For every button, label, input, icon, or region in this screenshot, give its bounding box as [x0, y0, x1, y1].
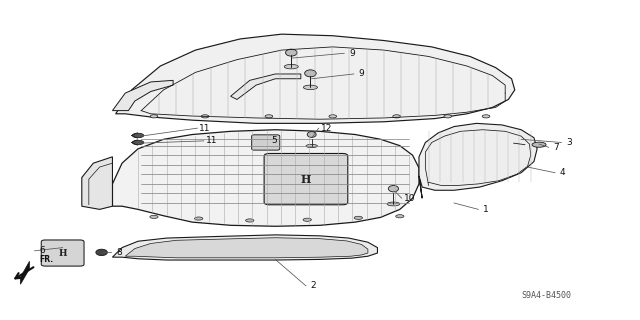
Ellipse shape: [150, 115, 158, 118]
Ellipse shape: [388, 186, 399, 192]
Text: 3: 3: [566, 138, 572, 147]
Text: 6: 6: [39, 246, 45, 255]
Ellipse shape: [195, 217, 203, 220]
Text: 4: 4: [560, 168, 566, 177]
Ellipse shape: [396, 215, 404, 218]
Ellipse shape: [303, 218, 312, 221]
Text: 7: 7: [554, 143, 559, 152]
Text: FR.: FR.: [39, 255, 53, 264]
FancyBboxPatch shape: [41, 240, 84, 266]
Polygon shape: [20, 261, 29, 284]
Ellipse shape: [444, 115, 452, 118]
Text: 8: 8: [116, 248, 122, 257]
FancyBboxPatch shape: [252, 135, 280, 150]
Text: 11: 11: [205, 136, 217, 145]
Polygon shape: [230, 74, 301, 100]
Text: S9A4-B4500: S9A4-B4500: [522, 291, 572, 300]
Ellipse shape: [246, 219, 254, 222]
Text: H: H: [58, 249, 67, 258]
Ellipse shape: [132, 140, 144, 145]
Ellipse shape: [393, 115, 401, 118]
Ellipse shape: [306, 144, 317, 148]
Text: 9: 9: [349, 49, 355, 58]
Text: 12: 12: [321, 124, 332, 132]
Text: 9: 9: [358, 69, 364, 78]
Polygon shape: [125, 238, 368, 258]
Ellipse shape: [132, 133, 144, 138]
Text: 10: 10: [404, 194, 415, 203]
Ellipse shape: [307, 132, 316, 137]
Polygon shape: [113, 80, 173, 111]
Ellipse shape: [201, 115, 209, 118]
Polygon shape: [113, 235, 378, 260]
Ellipse shape: [265, 115, 273, 118]
Ellipse shape: [329, 115, 337, 118]
Ellipse shape: [285, 49, 297, 56]
Ellipse shape: [482, 115, 490, 118]
Polygon shape: [116, 34, 515, 123]
Polygon shape: [419, 123, 537, 198]
Ellipse shape: [305, 70, 316, 77]
Ellipse shape: [150, 215, 158, 219]
Polygon shape: [113, 130, 419, 226]
Ellipse shape: [284, 64, 298, 69]
Text: 1: 1: [483, 205, 489, 214]
Text: H: H: [301, 174, 311, 185]
FancyBboxPatch shape: [264, 154, 348, 205]
Ellipse shape: [387, 202, 400, 206]
Polygon shape: [82, 157, 113, 209]
Ellipse shape: [532, 142, 546, 147]
Text: 2: 2: [311, 281, 316, 290]
Text: 11: 11: [199, 124, 211, 132]
Ellipse shape: [96, 249, 108, 256]
Ellipse shape: [303, 85, 317, 90]
Text: 5: 5: [271, 136, 277, 145]
Ellipse shape: [354, 216, 362, 220]
